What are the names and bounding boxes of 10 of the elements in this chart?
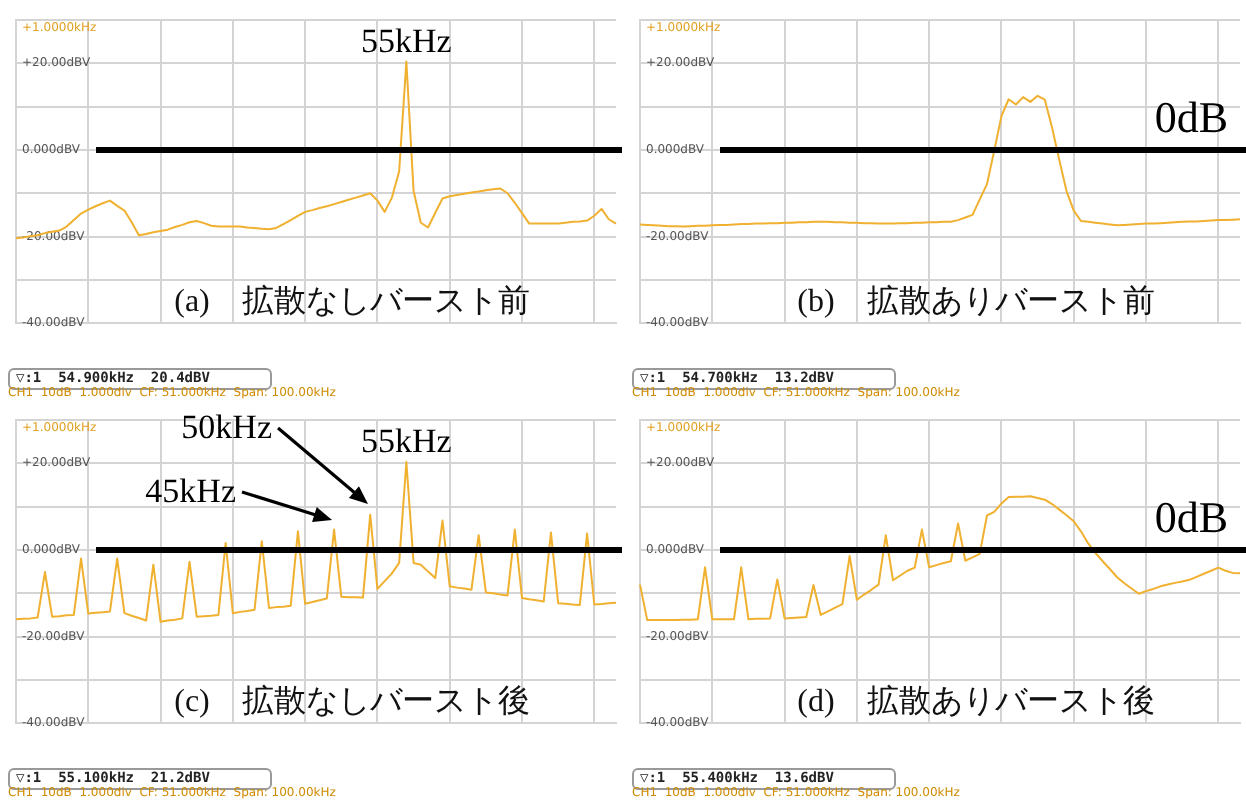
annotation: 50kHz (181, 408, 272, 448)
text: (b) 拡散ありバースト前 (797, 283, 1155, 320)
annotation: 55kHz (361, 21, 453, 60)
annotation: 55kHz (361, 421, 453, 460)
ref-line-label: 0dB (1154, 491, 1228, 542)
text: (a) 拡散なしバースト前 (174, 283, 530, 320)
text: (d) 拡散ありバースト後 (797, 683, 1155, 720)
ref-line-label: 0dB (1154, 91, 1228, 142)
text: (c) 拡散なしバースト後 (174, 683, 530, 720)
annotation: 45kHz (145, 472, 236, 512)
